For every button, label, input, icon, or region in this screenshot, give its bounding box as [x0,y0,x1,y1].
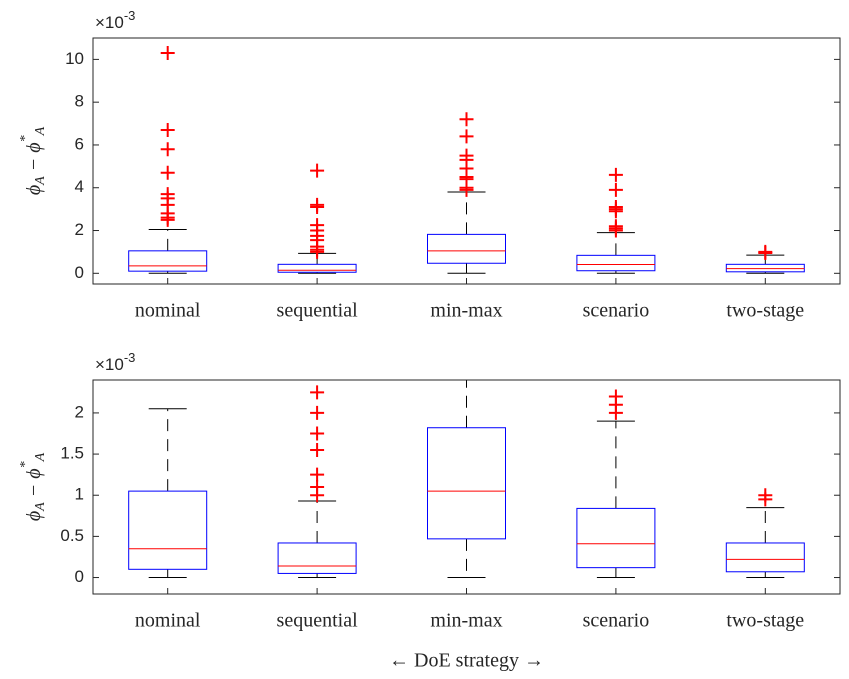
outlier [758,488,773,503]
box [576,507,656,569]
exponent-power: -3 [124,8,136,23]
outlier [460,241,474,255]
y-axis-label-part: − ϕ [23,142,45,176]
y-tick-label: 2 [75,220,84,239]
box [277,263,357,273]
y-axis-label-part: * [18,461,33,468]
outlier [161,357,175,371]
outlier [608,182,623,197]
outlier [160,45,175,60]
y-axis-label-part: A [33,452,48,462]
y-tick-label: 0 [75,567,84,586]
y-axis-label-part: ϕ [23,511,45,521]
plot-area [128,45,805,274]
outlier [608,389,623,404]
y-axis-label: ϕA − ϕ*A [18,126,48,195]
box [427,427,506,540]
outlier [161,340,175,354]
y-tick-label: 0 [75,263,84,282]
outlier [460,250,474,264]
y-axis-label-part: − ϕ [23,468,45,502]
outlier [310,480,325,494]
outlier [310,197,325,212]
outlier [160,122,175,137]
outlier [310,218,325,233]
axis-exponent: ×10-3 [95,8,135,32]
box [725,542,805,573]
outlier [310,163,325,178]
x-tick-label: min-max [430,300,502,322]
box [128,250,208,272]
outlier [608,219,623,234]
outlier [310,405,325,420]
y-axis-label: ϕA − ϕ*A [18,452,48,521]
y-tick-label: 1 [75,485,84,504]
outlier [160,142,175,157]
y-tick-label: 2 [75,402,84,421]
outlier [459,129,474,144]
outlier [460,44,474,58]
y-axis-label-part: A [33,126,48,136]
outlier [459,148,474,163]
axis-exponent: ×10-3 [95,350,135,374]
box [277,542,357,574]
x-tick-label: min-max [430,610,502,632]
outlier [160,165,175,180]
outlier [310,385,325,400]
x-tick-label: nominal [135,610,201,632]
exponent-base: ×10 [95,13,124,32]
outlier [310,426,325,441]
outlier [608,167,623,182]
outlier [609,332,623,346]
x-tick-label: two-stage [726,300,804,322]
outlier [758,244,773,259]
outlier [310,442,325,457]
y-axis-label-part: A [33,176,48,186]
outlier [161,365,175,379]
y-tick-label: 4 [75,177,84,196]
box [576,254,656,272]
outlier [161,93,175,107]
box [128,490,208,570]
outlier [160,187,175,202]
x-tick-label: scenario [583,300,650,322]
outlier [459,112,474,127]
box [427,233,506,264]
y-axis-label-part: A [33,502,48,512]
outlier [161,282,175,296]
box [725,263,805,273]
outlier [609,324,623,338]
x-axis-label: ← DoE strategy → [389,650,544,672]
exponent-power: -3 [124,350,136,365]
x-tick-label: two-stage [726,610,804,632]
y-axis-label-part: ϕ [23,185,45,195]
x-tick-label: sequential [277,610,359,632]
y-tick-label: 10 [65,49,84,68]
x-tick-label: nominal [135,300,201,322]
y-tick-label: 8 [75,92,84,111]
y-tick-label: 6 [75,134,84,153]
exponent-base: ×10 [95,355,124,374]
outlier [310,467,325,482]
y-axis-label-part: * [18,135,33,142]
y-tick-label: 0.5 [60,526,84,545]
outlier [608,199,623,214]
x-tick-label: sequential [277,300,359,322]
x-tick-label: scenario [583,610,650,632]
plot-area [128,19,805,579]
y-tick-label: 1.5 [60,444,84,463]
outlier [161,19,175,33]
